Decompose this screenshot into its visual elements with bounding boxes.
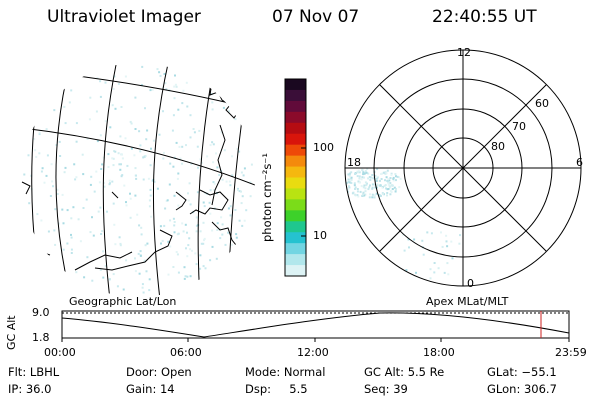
colorbar-cell bbox=[285, 79, 306, 91]
altitude-x-ticks bbox=[61, 338, 570, 342]
sequence-info: Seq: 39 bbox=[364, 382, 408, 396]
colorbar-cell bbox=[285, 188, 306, 200]
colorbar-cell bbox=[285, 265, 306, 277]
instrument-title: Ultraviolet Imager bbox=[47, 7, 201, 27]
altitude-curve bbox=[61, 312, 570, 338]
colorbar bbox=[284, 78, 307, 277]
mlat-label-80: 80 bbox=[491, 140, 505, 153]
altitude-axis-label: GC Alt bbox=[5, 315, 18, 350]
colorbar-cell bbox=[285, 254, 306, 266]
time-tick-2359: 23:59 bbox=[555, 346, 587, 359]
colorbar-gradient bbox=[285, 79, 306, 277]
polar-diagonal-2 bbox=[379, 84, 547, 252]
colorbar-label-10: 10 bbox=[313, 229, 327, 242]
door-info: Door: Open bbox=[126, 365, 192, 379]
altitude-tick-1-8: 1.8 bbox=[32, 331, 50, 344]
colorbar-cell bbox=[285, 144, 306, 157]
time-tick-1200: 12:00 bbox=[297, 346, 329, 359]
mlt-label-0: 0 bbox=[467, 277, 474, 290]
colorbar-cell bbox=[285, 100, 306, 113]
altitude-tick-9: 9.0 bbox=[32, 306, 50, 319]
globe-image bbox=[21, 63, 255, 297]
time-tick-0600: 06:00 bbox=[170, 346, 202, 359]
mlt-label-18: 18 bbox=[347, 156, 361, 169]
polar-plot bbox=[344, 49, 582, 287]
time-tick-1800: 18:00 bbox=[423, 346, 455, 359]
colorbar-cell bbox=[285, 89, 306, 102]
colorbar-cell bbox=[285, 155, 306, 168]
colorbar-frame bbox=[284, 78, 307, 277]
aurora-emission-speckle bbox=[23, 65, 253, 294]
filter-info: Flt: LBHL bbox=[8, 365, 60, 379]
mlt-label-12: 12 bbox=[457, 46, 471, 59]
polar-panel-label: Apex MLat/MLT bbox=[426, 295, 509, 308]
glat-info: GLat: −55.1 bbox=[487, 365, 557, 379]
date-label: 07 Nov 07 bbox=[272, 7, 360, 27]
colorbar-cell bbox=[285, 122, 306, 135]
colorbar-cell bbox=[285, 221, 306, 233]
colorbar-cell bbox=[285, 133, 306, 146]
colorbar-unit-label: photon cm⁻²s⁻¹ bbox=[260, 153, 274, 242]
colorbar-label-100: 100 bbox=[313, 141, 334, 154]
globe-parallels bbox=[21, 69, 255, 186]
mlt-label-6: 6 bbox=[576, 156, 583, 169]
time-tick-0000: 00:00 bbox=[44, 346, 76, 359]
gain-info: Gain: 14 bbox=[126, 382, 175, 396]
mode-info: Mode: Normal bbox=[245, 365, 326, 379]
globe-panel-label: Geographic Lat/Lon bbox=[69, 295, 177, 308]
colorbar-cell bbox=[285, 177, 306, 189]
polar-emission-speckle bbox=[345, 167, 461, 280]
gc-alt-info: GC Alt: 5.5 Re bbox=[364, 365, 445, 379]
ip-info: IP: 36.0 bbox=[8, 382, 52, 396]
colorbar-cell bbox=[285, 232, 306, 244]
mlat-label-60: 60 bbox=[535, 97, 549, 110]
colorbar-cell bbox=[285, 243, 306, 255]
colorbar-cell bbox=[285, 210, 306, 222]
glon-info: GLon: 306.7 bbox=[487, 382, 557, 396]
altitude-frame bbox=[61, 310, 570, 339]
altitude-strip bbox=[61, 310, 570, 342]
colorbar-cell bbox=[285, 111, 306, 124]
colorbar-cell bbox=[285, 166, 306, 178]
time-label: 22:40:55 UT bbox=[432, 7, 537, 27]
colorbar-cell bbox=[285, 199, 306, 211]
dsp-info: Dsp: 5.5 bbox=[245, 382, 308, 396]
mlat-label-70: 70 bbox=[512, 120, 526, 133]
